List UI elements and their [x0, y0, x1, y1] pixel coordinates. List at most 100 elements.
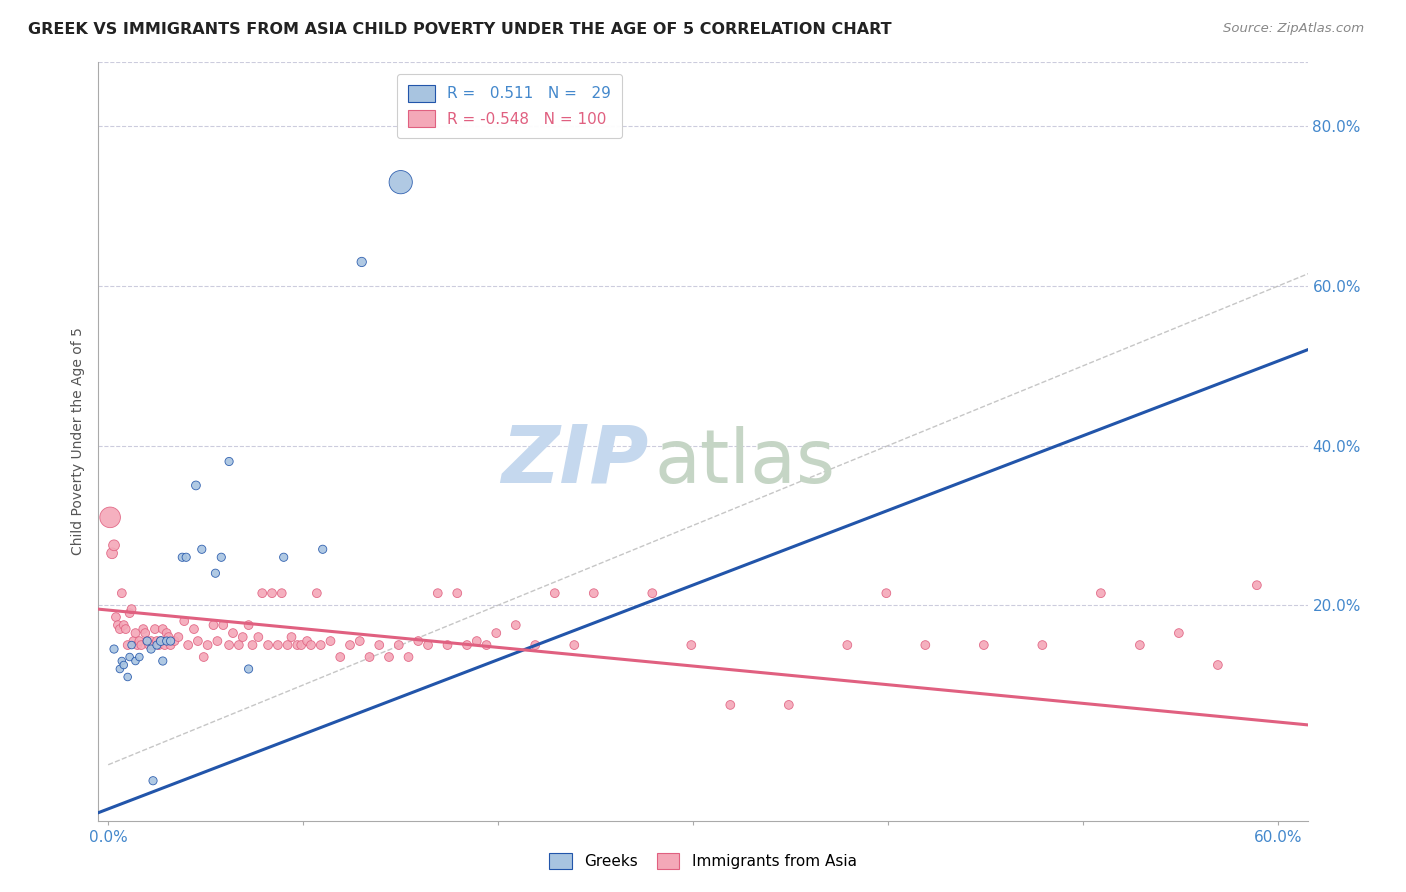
Point: [132, 622, 155, 636]
Point: [152, 654, 174, 668]
Point: [111, 654, 134, 668]
Point: [299, 638, 322, 652]
Point: [212, 618, 235, 632]
Point: [406, 634, 429, 648]
Point: [138, 638, 160, 652]
Point: [207, 634, 229, 648]
Legend: Greeks, Immigrants from Asia: Greeks, Immigrants from Asia: [543, 847, 863, 875]
Point: [204, 566, 226, 581]
Point: [148, 638, 170, 652]
Point: [149, 634, 172, 648]
Point: [232, 630, 254, 644]
Point: [218, 638, 240, 652]
Point: [139, 634, 162, 648]
Point: [228, 638, 250, 652]
Point: [1031, 638, 1053, 652]
Point: [139, 642, 162, 657]
Point: [114, 622, 136, 636]
Point: [475, 638, 498, 652]
Point: [136, 634, 159, 648]
Point: [159, 638, 181, 652]
Point: [465, 634, 488, 648]
Point: [153, 638, 176, 652]
Point: [436, 638, 458, 652]
Point: [112, 618, 135, 632]
Point: [122, 634, 145, 648]
Point: [121, 602, 143, 616]
Point: [277, 638, 299, 652]
Point: [128, 650, 150, 665]
Point: [172, 550, 194, 565]
Point: [1090, 586, 1112, 600]
Point: [505, 618, 527, 632]
Point: [312, 542, 335, 557]
Point: [398, 650, 420, 665]
Point: [128, 634, 150, 648]
Point: [108, 622, 131, 636]
Point: [446, 586, 468, 600]
Point: [524, 638, 547, 652]
Point: [247, 630, 270, 644]
Point: [349, 634, 371, 648]
Point: [267, 638, 290, 652]
Point: [914, 638, 936, 652]
Point: [156, 634, 179, 648]
Point: [121, 638, 143, 652]
Point: [242, 638, 264, 652]
Point: [416, 638, 439, 652]
Point: [173, 614, 195, 628]
Point: [973, 638, 995, 652]
Point: [388, 638, 411, 652]
Point: [131, 638, 153, 652]
Point: [875, 586, 897, 600]
Point: [159, 634, 181, 648]
Point: [837, 638, 859, 652]
Point: [191, 542, 214, 557]
Point: [136, 634, 159, 648]
Text: atlas: atlas: [655, 426, 835, 500]
Point: [98, 510, 121, 524]
Point: [368, 638, 391, 652]
Point: [184, 478, 207, 492]
Point: [273, 550, 295, 565]
Point: [641, 586, 664, 600]
Point: [183, 622, 205, 636]
Point: [257, 638, 280, 652]
Point: [143, 622, 166, 636]
Point: [156, 626, 179, 640]
Point: [117, 670, 139, 684]
Point: [681, 638, 703, 652]
Point: [209, 550, 232, 565]
Point: [134, 626, 156, 640]
Point: [290, 638, 312, 652]
Point: [103, 642, 125, 657]
Point: [177, 638, 200, 652]
Point: [127, 638, 149, 652]
Point: [111, 586, 134, 600]
Point: [124, 626, 146, 640]
Point: [562, 638, 585, 652]
Point: [146, 638, 169, 652]
Point: [142, 773, 165, 788]
Point: [197, 638, 219, 652]
Text: GREEK VS IMMIGRANTS FROM ASIA CHILD POVERTY UNDER THE AGE OF 5 CORRELATION CHART: GREEK VS IMMIGRANTS FROM ASIA CHILD POVE…: [28, 22, 891, 37]
Point: [152, 622, 174, 636]
Point: [295, 634, 318, 648]
Point: [218, 454, 240, 468]
Point: [103, 538, 125, 552]
Point: [378, 650, 401, 665]
Legend: R =   0.511   N =   29, R = -0.548   N = 100: R = 0.511 N = 29, R = -0.548 N = 100: [396, 74, 621, 138]
Point: [319, 634, 342, 648]
Point: [149, 634, 172, 648]
Point: [252, 586, 274, 600]
Point: [238, 618, 260, 632]
Point: [101, 546, 124, 560]
Point: [124, 654, 146, 668]
Point: [329, 650, 352, 665]
Point: [280, 630, 302, 644]
Point: [778, 698, 800, 712]
Point: [187, 634, 209, 648]
Point: [582, 586, 605, 600]
Point: [485, 626, 508, 640]
Point: [118, 650, 141, 665]
